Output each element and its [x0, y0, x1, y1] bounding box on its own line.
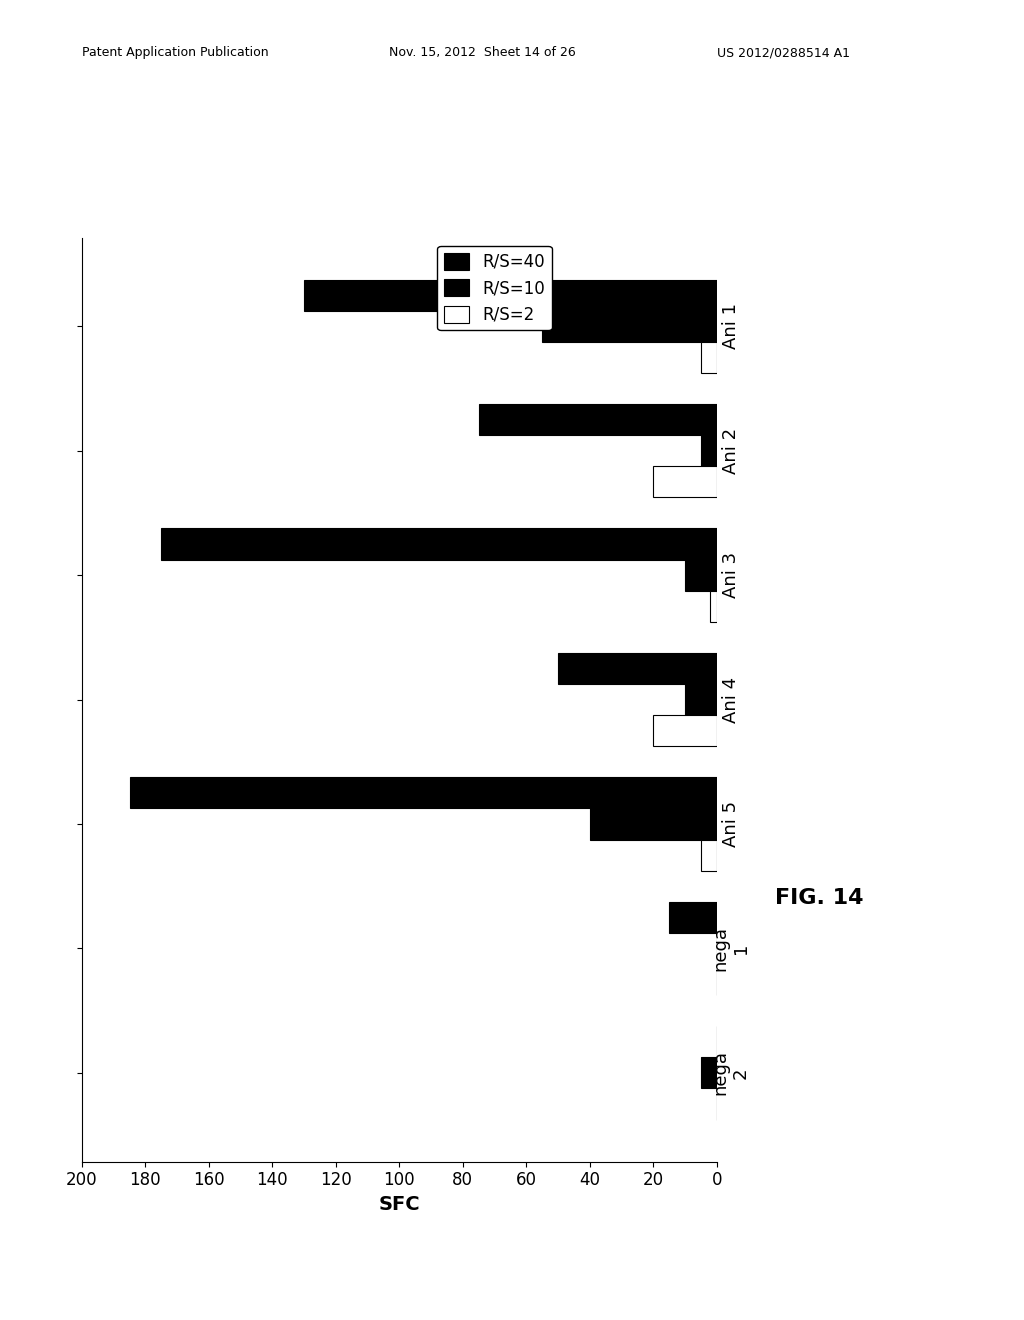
Bar [700, 436, 717, 466]
Bar [478, 404, 717, 436]
Bar [700, 840, 717, 871]
Bar [129, 777, 717, 808]
Text: US 2012/0288514 A1: US 2012/0288514 A1 [717, 46, 850, 59]
Text: Patent Application Publication: Patent Application Publication [82, 46, 268, 59]
X-axis label: SFC: SFC [379, 1195, 420, 1214]
Bar [711, 591, 717, 622]
Bar [700, 342, 717, 374]
Bar [685, 684, 717, 715]
Text: FIG. 14: FIG. 14 [775, 887, 863, 908]
Bar [653, 715, 717, 746]
Bar [670, 902, 717, 933]
Bar [161, 528, 717, 560]
Bar [543, 310, 717, 342]
Text: Nov. 15, 2012  Sheet 14 of 26: Nov. 15, 2012 Sheet 14 of 26 [389, 46, 575, 59]
Bar [558, 653, 717, 684]
Bar [700, 1057, 717, 1089]
Bar [653, 466, 717, 498]
Legend: R/S=40, R/S=10, R/S=2: R/S=40, R/S=10, R/S=2 [437, 246, 552, 330]
Bar [304, 280, 717, 310]
Bar [685, 560, 717, 591]
Bar [590, 808, 717, 840]
